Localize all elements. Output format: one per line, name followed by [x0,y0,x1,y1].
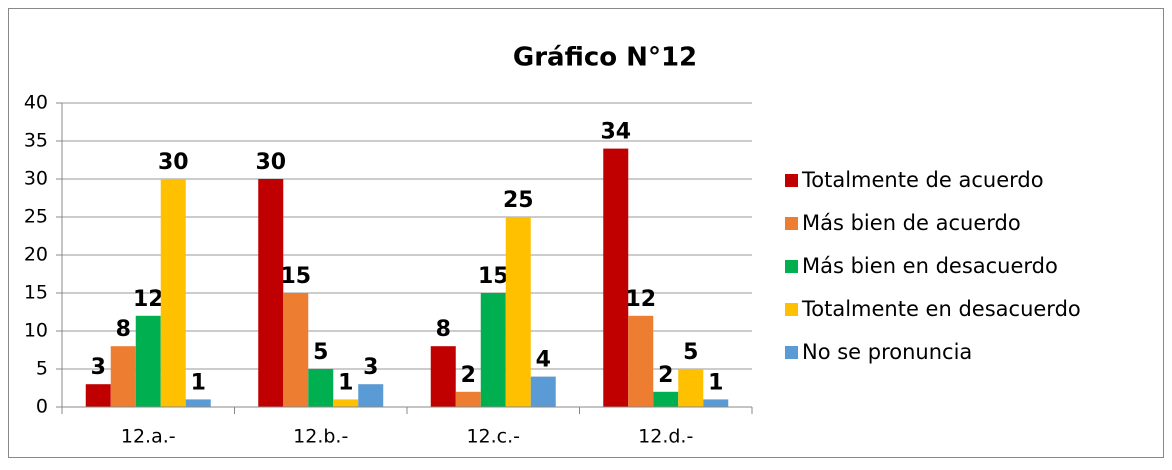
data-label: 3 [91,355,106,380]
x-tick-label: 12.d.- [638,426,693,448]
y-tick-label: 30 [24,168,48,190]
data-label: 4 [536,348,551,373]
bar [135,315,161,407]
data-label: 15 [478,264,509,289]
bar [258,179,284,407]
data-label: 12 [133,287,164,312]
legend-label: Totalmente de acuerdo [801,168,1044,192]
data-label: 12 [625,287,656,312]
data-label: 1 [338,370,353,395]
legend-swatch [785,303,798,316]
bar [308,369,334,407]
y-tick-label: 15 [24,282,48,304]
data-label: 2 [461,363,476,388]
y-tick-label: 20 [24,244,48,266]
bar [160,179,186,407]
y-tick-label: 25 [24,206,48,228]
bar [455,391,481,407]
legend-label: Más bien de acuerdo [802,211,1021,235]
data-label: 3 [363,355,378,380]
data-label: 1 [191,370,206,395]
bar [185,399,211,407]
legend-swatch [785,174,798,187]
bar [703,399,729,407]
y-tick-label: 35 [24,130,48,152]
data-label: 25 [503,188,534,213]
legend-label: No se pronuncia [802,340,972,364]
bar [358,384,384,407]
bar [505,217,531,407]
data-label: 34 [600,120,631,145]
data-label: 30 [255,150,286,175]
x-tick-label: 12.c.- [466,426,520,448]
legend-swatch [785,217,798,230]
data-label: 5 [683,340,698,365]
bar [430,346,456,407]
bar [603,148,629,407]
bar [110,346,136,407]
data-label: 5 [313,340,328,365]
bar [333,399,359,407]
x-tick-label: 12.b.- [293,426,348,448]
bar [480,293,506,407]
data-label: 2 [658,363,673,388]
data-label: 30 [158,150,189,175]
bar [653,391,679,407]
data-label: 1 [708,370,723,395]
legend-label: Totalmente en desacuerdo [801,297,1081,321]
y-tick-label: 5 [36,358,48,380]
bar [628,315,654,407]
y-tick-label: 10 [24,320,48,342]
data-label: 15 [280,264,311,289]
bar [85,384,111,407]
y-tick-label: 40 [24,92,48,114]
chart-border [8,8,1164,458]
chart-title: Gráfico N°12 [513,43,697,73]
data-label: 8 [116,317,131,342]
legend-swatch [785,260,798,273]
legend-swatch [785,346,798,359]
bar [283,293,309,407]
data-label: 8 [436,317,451,342]
x-tick-label: 12.a.- [121,426,176,448]
y-tick-label: 0 [36,396,48,418]
legend-label: Más bien en desacuerdo [802,254,1058,278]
bar [678,369,704,407]
bar [530,376,556,407]
